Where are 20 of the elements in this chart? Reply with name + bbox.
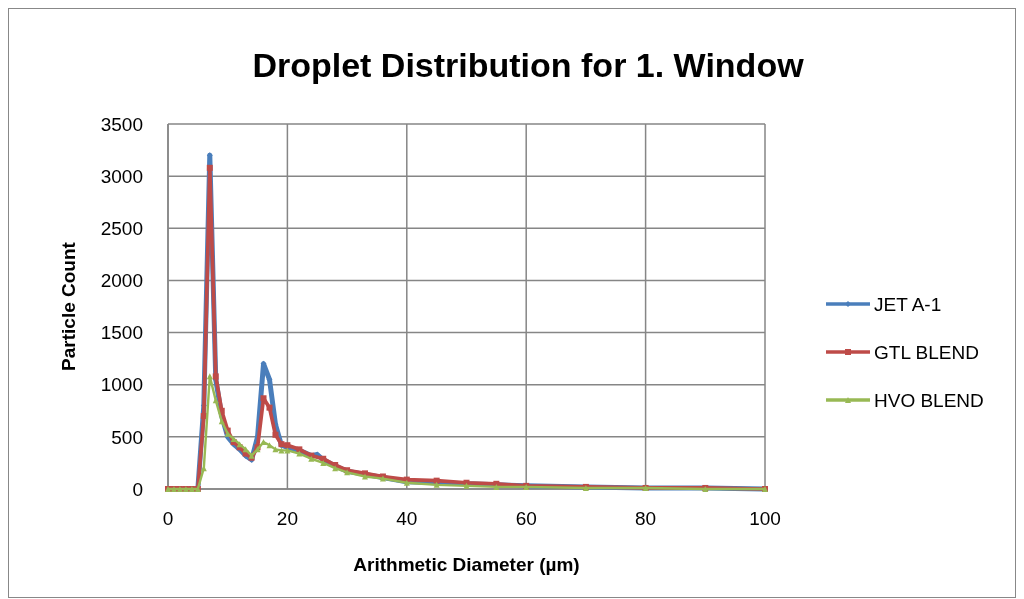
y-tick-label: 0 — [132, 478, 143, 500]
x-tick-label: 0 — [162, 508, 174, 529]
x-axis-title: Arithmetic Diameter (µm) — [353, 554, 580, 575]
chart-title: Droplet Distribution for 1. Window — [252, 46, 805, 84]
y-tick-label: 3500 — [100, 113, 143, 135]
y-tick-label: 3000 — [100, 165, 143, 187]
legend-label: JET A-1 — [874, 293, 942, 315]
x-tick-label: 20 — [276, 508, 298, 529]
x-tick-label: 80 — [635, 508, 657, 529]
x-tick-label: 60 — [515, 508, 537, 529]
y-tick-label: 1000 — [100, 374, 143, 396]
x-tick-label: 100 — [749, 508, 781, 529]
y-axis-title: Particle Count — [58, 241, 79, 371]
y-tick-label: 2500 — [100, 217, 143, 239]
y-tick-label: 1500 — [100, 322, 143, 344]
x-tick-label: 40 — [396, 508, 418, 529]
y-tick-label: 2000 — [100, 270, 143, 292]
legend-label: HVO BLEND — [874, 389, 984, 411]
legend-label: GTL BLEND — [874, 341, 979, 363]
y-tick-label: 500 — [111, 426, 143, 448]
